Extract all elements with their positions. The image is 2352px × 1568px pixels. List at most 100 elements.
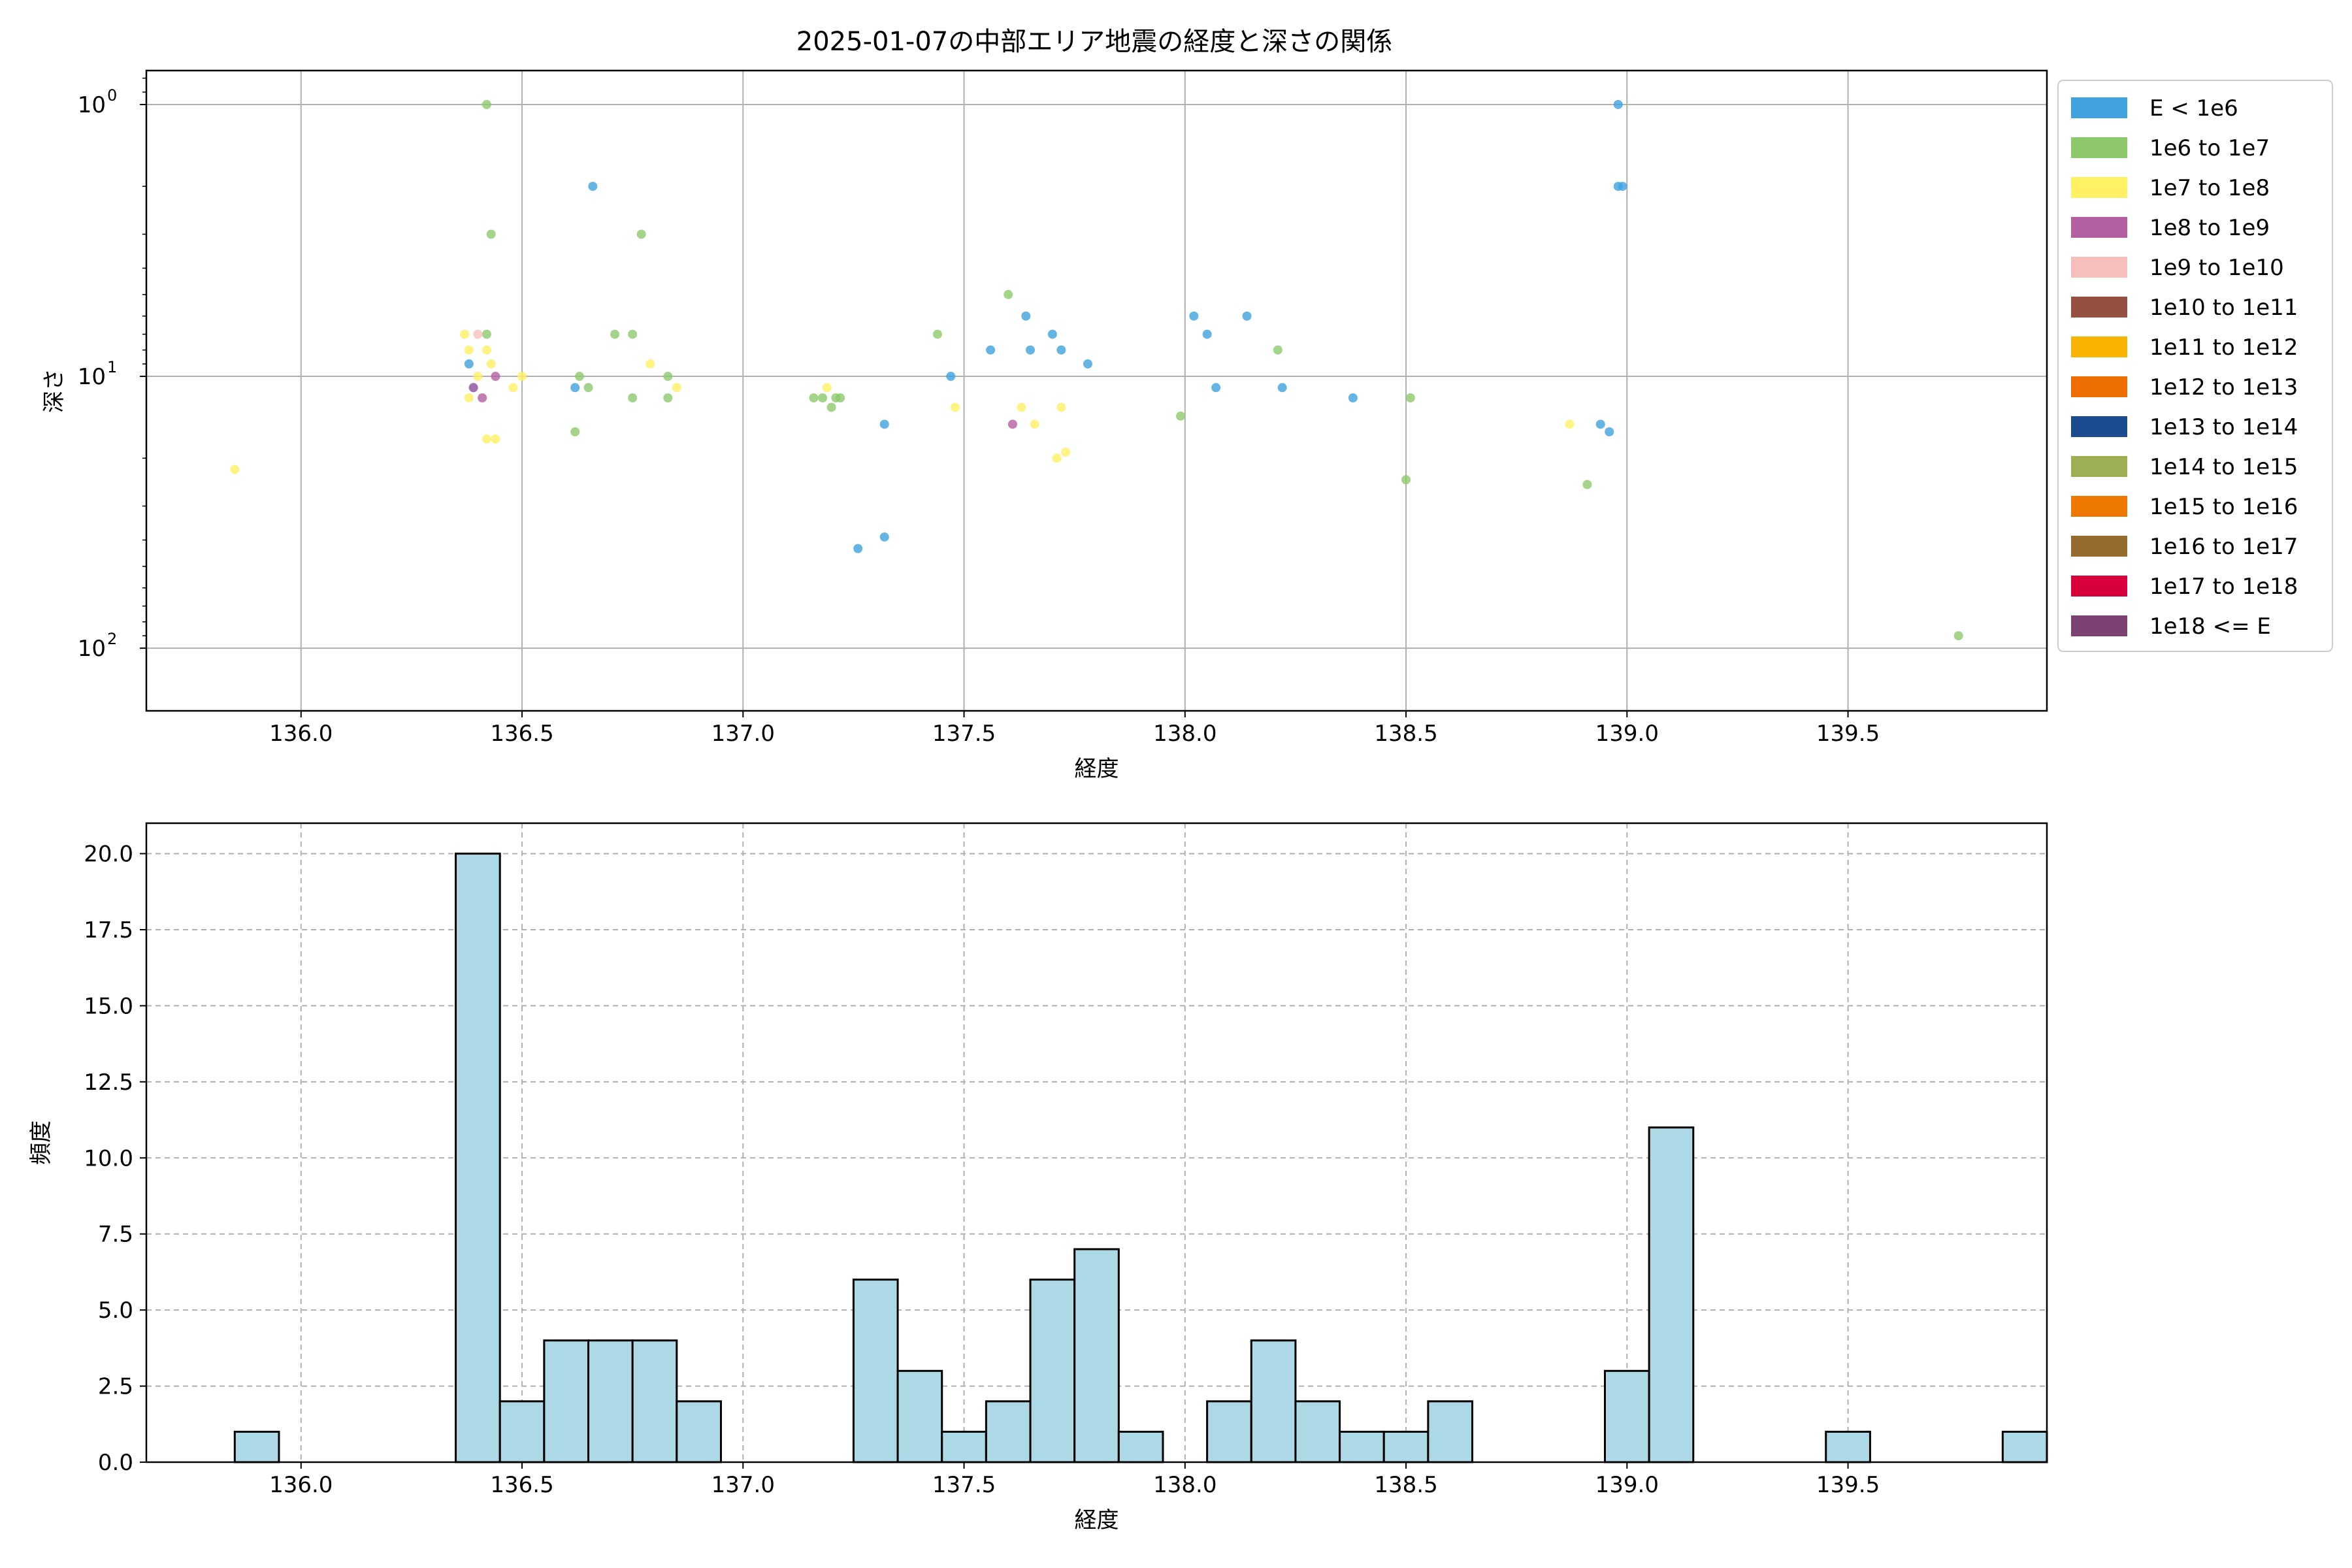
histogram-y-tick-label: 10.0 xyxy=(84,1145,133,1171)
scatter-point xyxy=(570,427,580,436)
scatter-point xyxy=(468,383,478,393)
scatter-legend: E < 1e6 1e6 to 1e7 1e7 to 1e8 1e8 to 1e9 1e9… xyxy=(2057,80,2333,652)
histogram-x-tick-label: 136.5 xyxy=(490,1472,553,1498)
histogram-y-tick-label: 5.0 xyxy=(98,1298,133,1324)
legend-swatch xyxy=(2071,217,2127,238)
scatter-point xyxy=(473,329,483,339)
histogram-bar xyxy=(896,1369,943,1463)
scatter-point xyxy=(1007,419,1017,429)
scatter-point xyxy=(1242,311,1252,321)
legend-label: 1e8 to 1e9 xyxy=(2149,215,2270,241)
scatter-point xyxy=(951,402,960,412)
legend-label: 1e11 to 1e12 xyxy=(2149,335,2298,361)
histogram-bar xyxy=(1206,1400,1252,1463)
histogram-bar xyxy=(631,1339,678,1463)
scatter-y-tick-exponent: 2 xyxy=(107,630,117,648)
histogram-x-tick-label: 138.5 xyxy=(1374,1472,1437,1498)
histogram-bar xyxy=(2001,1430,2048,1463)
scatter-point xyxy=(932,329,942,339)
scatter-point xyxy=(610,329,620,339)
scatter-gridlines xyxy=(146,71,2047,711)
scatter-point xyxy=(836,393,845,402)
scatter-point xyxy=(482,434,491,444)
histogram-bar xyxy=(1029,1279,1076,1463)
histogram-bar xyxy=(587,1339,634,1463)
scatter-point xyxy=(482,99,491,109)
histogram-y-tick-label: 15.0 xyxy=(84,993,133,1019)
legend-swatch xyxy=(2071,576,2127,596)
histogram-bar xyxy=(1117,1430,1164,1463)
scatter-point xyxy=(853,544,863,553)
scatter-point xyxy=(1176,411,1186,421)
scatter-point xyxy=(574,372,584,382)
scatter-point xyxy=(809,393,819,402)
legend-label: 1e15 to 1e16 xyxy=(2149,494,2298,520)
scatter-point xyxy=(1083,359,1092,369)
scatter-point xyxy=(1595,419,1605,429)
scatter-point xyxy=(482,345,491,355)
scatter-points xyxy=(230,99,1963,641)
scatter-point xyxy=(822,383,832,393)
scatter-point xyxy=(486,359,496,369)
histogram-plot-frame xyxy=(145,822,2048,1463)
scatter-point xyxy=(1405,393,1415,402)
histogram-x-tick-label: 136.0 xyxy=(269,1472,333,1498)
scatter-point xyxy=(230,465,240,474)
legend-swatch xyxy=(2071,336,2127,357)
scatter-point xyxy=(628,329,638,339)
scatter-point xyxy=(1030,419,1039,429)
scatter-point xyxy=(583,383,593,393)
scatter-point xyxy=(636,229,646,239)
scatter-point xyxy=(464,359,474,369)
scatter-point xyxy=(1565,419,1575,429)
scatter-point xyxy=(570,383,580,393)
histogram-bar xyxy=(1825,1430,1871,1463)
scatter-point xyxy=(464,393,474,402)
scatter-point xyxy=(1273,345,1282,355)
histogram-x-tick-label: 137.5 xyxy=(932,1472,996,1498)
scatter-point xyxy=(663,393,673,402)
histogram-chart: 136.0 136.5 137.0 137.5 138.0 138.5 139.0 139.5… xyxy=(28,822,2048,1533)
histogram-bars xyxy=(233,853,2048,1463)
legend-swatch xyxy=(2071,297,2127,318)
scatter-point xyxy=(1202,329,1212,339)
histogram-y-tick-label: 20.0 xyxy=(84,841,133,868)
scatter-plot-frame xyxy=(145,69,2048,712)
scatter-y-tick-exponent: 0 xyxy=(107,86,117,105)
scatter-point xyxy=(1047,329,1057,339)
scatter-point xyxy=(1277,383,1287,393)
legend-label: 1e13 to 1e14 xyxy=(2149,414,2298,440)
scatter-point xyxy=(1211,383,1221,393)
histogram-y-tick-label: 17.5 xyxy=(84,917,133,943)
scatter-x-tick-label: 137.0 xyxy=(711,721,775,747)
scatter-point xyxy=(1026,345,1036,355)
scatter-point xyxy=(508,383,518,393)
scatter-point xyxy=(491,434,500,444)
legend-label: E < 1e6 xyxy=(2149,95,2238,122)
scatter-point xyxy=(826,402,836,412)
scatter-x-tick-label: 138.0 xyxy=(1153,721,1217,747)
legend-label: 1e16 to 1e17 xyxy=(2149,534,2298,560)
scatter-point xyxy=(1004,289,1013,299)
scatter-y-tick-base: 10 xyxy=(78,92,106,118)
legend-label: 1e10 to 1e11 xyxy=(2149,295,2298,321)
scatter-point xyxy=(946,372,956,382)
legend-swatch xyxy=(2071,177,2127,198)
histogram-y-tick-label: 7.5 xyxy=(98,1222,133,1248)
legend-swatch xyxy=(2071,97,2127,118)
scatter-point xyxy=(628,393,638,402)
scatter-point xyxy=(1189,311,1199,321)
scatter-point xyxy=(464,345,474,355)
histogram-bar xyxy=(941,1430,987,1463)
histogram-x-tick-label: 137.0 xyxy=(711,1472,775,1498)
scatter-point xyxy=(879,532,889,542)
scatter-point xyxy=(1605,427,1614,436)
histogram-x-tick-label: 139.5 xyxy=(1816,1472,1880,1498)
histogram-bar xyxy=(1648,1126,1695,1463)
figure-title: 2025-01-07の中部エリア地震の経度と深さの関係 xyxy=(796,27,1392,57)
histogram-bar xyxy=(676,1400,722,1463)
legend-swatch xyxy=(2071,257,2127,278)
histogram-y-tick-label: 12.5 xyxy=(84,1070,133,1096)
histogram-x-axis-label: 経度 xyxy=(1075,1507,1119,1533)
